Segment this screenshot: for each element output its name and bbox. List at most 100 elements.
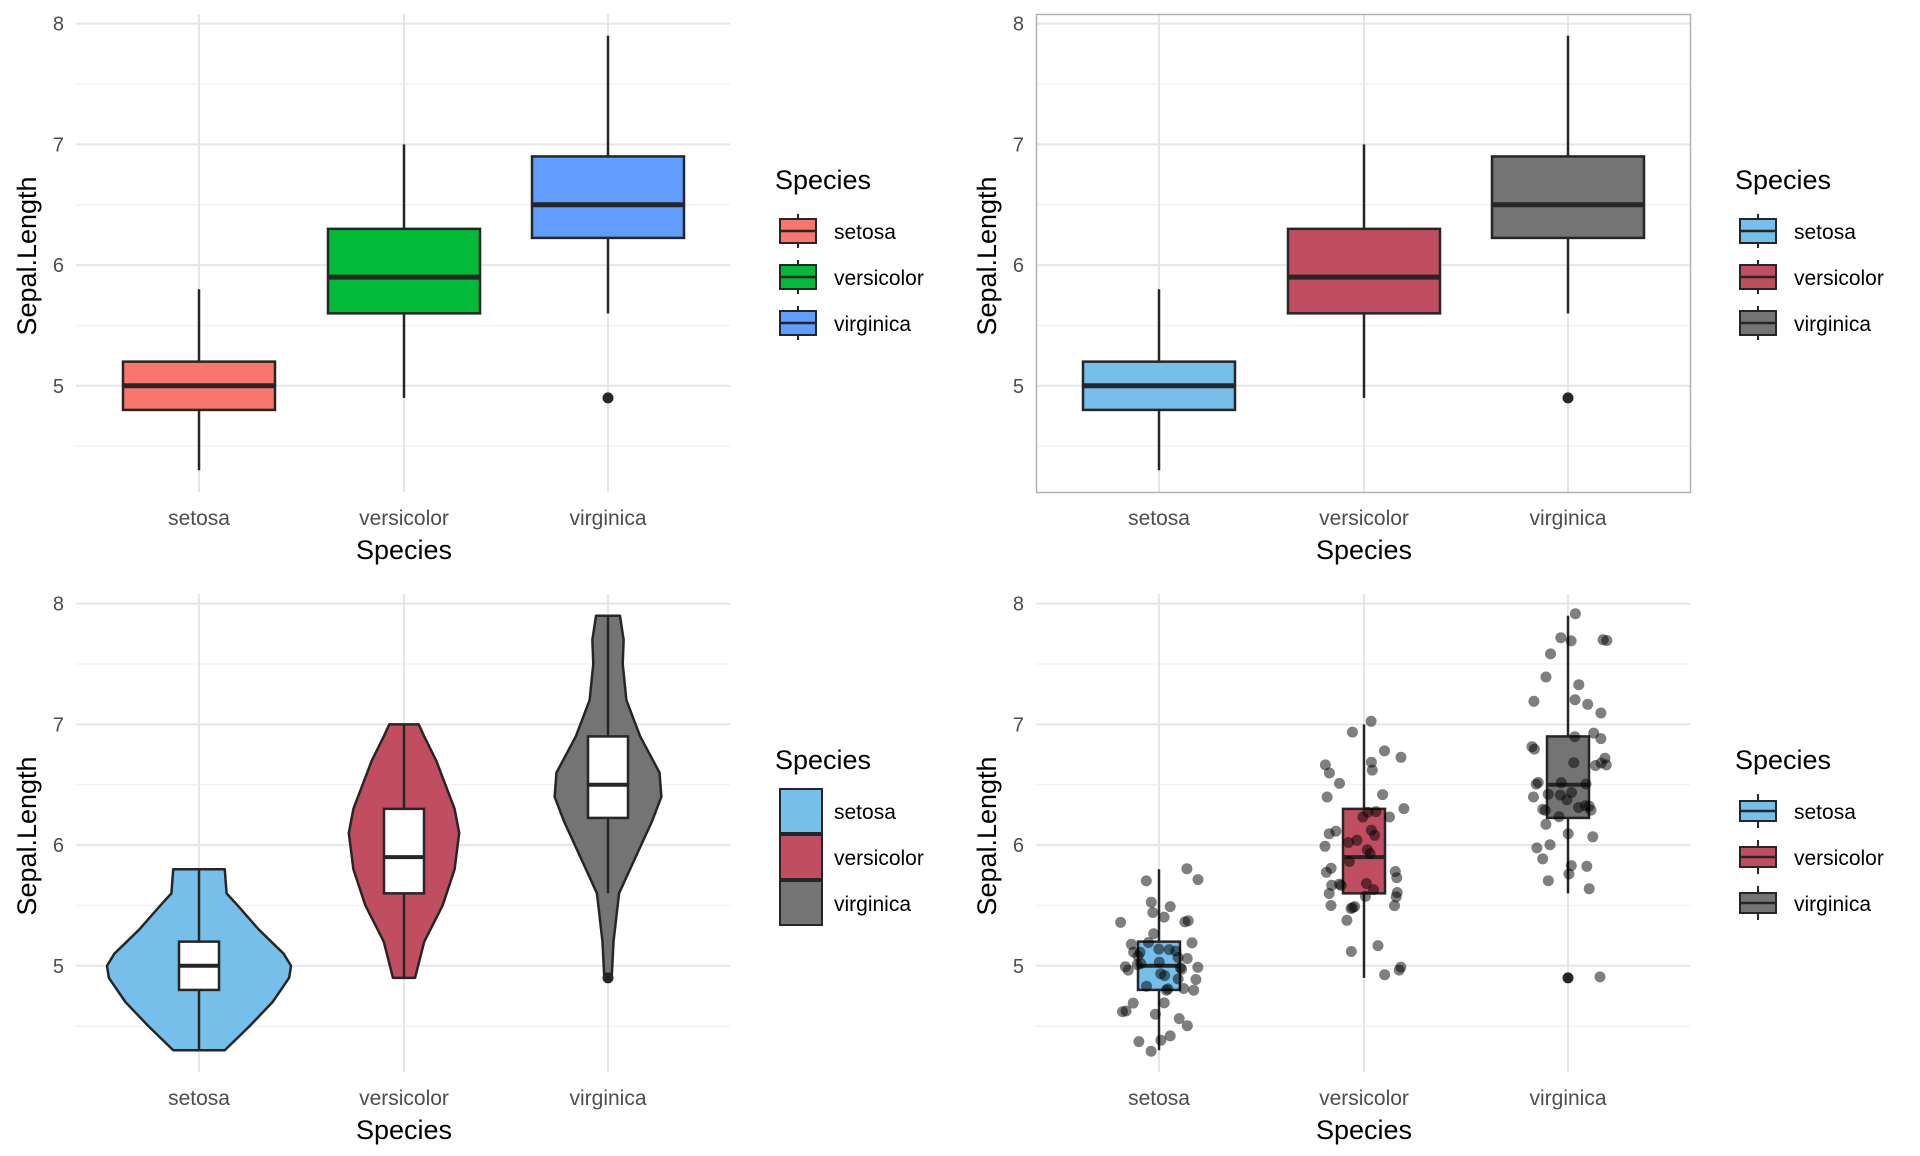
setosa-jitter-point	[1158, 911, 1170, 923]
versicolor-box	[382, 807, 426, 895]
versicolor-jitter-point	[1372, 940, 1384, 952]
versicolor-jitter-point	[1351, 834, 1363, 846]
legend-key-virginica	[1739, 886, 1777, 920]
y-axis-title: Sepal.Length	[12, 176, 42, 335]
virginica-jitter-point	[1583, 800, 1595, 812]
legend-key-versicolor	[779, 834, 823, 880]
setosa-jitter-point	[1145, 1045, 1157, 1057]
y-axis-title: Sepal.Length	[972, 176, 1002, 335]
virginica-jitter-point	[1583, 883, 1595, 895]
setosa-jitter-point	[1181, 953, 1193, 964]
series-virginica	[1526, 608, 1613, 984]
setosa-jitter-point	[1115, 916, 1127, 928]
setosa-jitter-point	[1192, 874, 1204, 886]
legend-label-setosa: setosa	[1794, 801, 1856, 824]
legend-label-setosa: setosa	[834, 221, 896, 244]
versicolor-jitter-point	[1341, 914, 1353, 926]
versicolor-jitter-point	[1379, 969, 1391, 981]
legend: setosa versicolor virginica	[779, 788, 924, 926]
virginica-jitter-point	[1600, 759, 1612, 771]
legend: setosa versicolor virginica	[1739, 214, 1884, 340]
versicolor-jitter-point	[1319, 840, 1331, 852]
legend-title: Species	[775, 745, 871, 775]
versicolor-jitter-point	[1325, 900, 1337, 911]
setosa-jitter-point	[1153, 956, 1165, 968]
setosa-jitter-point	[1192, 961, 1204, 973]
virginica-jitter-point	[1542, 788, 1554, 800]
plot-area: 5 6 7 8 setosa versicolor virginica	[53, 14, 730, 530]
y-tick-label: 6	[1013, 835, 1024, 857]
setosa-jitter-point	[1153, 943, 1165, 955]
virginica-outlier-point	[1562, 392, 1574, 404]
virginica-jitter-point	[1528, 695, 1540, 707]
virginica-jitter-point	[1540, 818, 1552, 830]
setosa-jitter-point	[1181, 1020, 1193, 1032]
series-virginica	[1490, 35, 1646, 404]
legend-label-setosa: setosa	[1794, 221, 1856, 244]
setosa-jitter-point	[1147, 907, 1159, 918]
versicolor-jitter-point	[1398, 803, 1410, 815]
series-setosa	[105, 867, 293, 1052]
y-tick-label: 5	[1013, 376, 1024, 398]
virginica-jitter-point	[1542, 875, 1554, 887]
virginica-jitter-point	[1573, 679, 1585, 691]
series-setosa	[121, 289, 277, 471]
y-tick-label: 7	[53, 134, 64, 156]
setosa-jitter-point	[1148, 928, 1160, 940]
versicolor-jitter-point	[1389, 866, 1401, 877]
series-setosa	[1081, 289, 1237, 471]
versicolor-jitter-point	[1357, 811, 1369, 823]
virginica-jitter-point	[1562, 828, 1574, 840]
legend-label-versicolor: versicolor	[834, 847, 924, 870]
plot-area: 5 6 7 8 setosa versicolor virginica	[1013, 594, 1690, 1110]
legend-key-versicolor	[1739, 260, 1777, 294]
x-tick-label: versicolor	[359, 507, 449, 530]
virginica-jitter-point	[1555, 632, 1567, 644]
virginica-box	[1490, 155, 1646, 240]
y-tick-label: 6	[53, 255, 64, 277]
virginica-jitter-point	[1595, 707, 1607, 719]
x-tick-label: virginica	[569, 507, 646, 530]
legend-key-virginica	[779, 880, 823, 926]
virginica-jitter-point	[1545, 648, 1556, 660]
virginica-jitter-point	[1532, 777, 1544, 788]
series-versicolor	[326, 144, 482, 398]
x-tick-label: virginica	[1529, 1087, 1606, 1110]
y-tick-label: 5	[1013, 956, 1024, 978]
setosa-jitter-point	[1142, 937, 1154, 948]
setosa-jitter-point	[1125, 938, 1137, 950]
legend-swatch	[779, 834, 823, 880]
virginica-jitter-point	[1537, 803, 1549, 815]
setosa-jitter-point	[1164, 1030, 1176, 1042]
setosa-jitter-point	[1155, 1034, 1167, 1046]
y-tick-label: 7	[1013, 714, 1024, 736]
versicolor-jitter-point	[1334, 777, 1345, 789]
plot-area: 5 6 7 8 setosa versicolor virginica	[1013, 14, 1692, 530]
setosa-jitter-point	[1127, 997, 1139, 1009]
virginica-jitter-point	[1554, 789, 1566, 801]
legend-label-virginica: virginica	[1794, 313, 1871, 336]
violin-svg: 5 6 7 8 setosa versicolor virginica Species Se…	[12, 594, 924, 1145]
y-axis-title: Sepal.Length	[12, 756, 42, 915]
legend-label-setosa: setosa	[834, 801, 896, 824]
setosa-jitter-point	[1163, 944, 1175, 956]
setosa-jitter-point	[1159, 970, 1171, 982]
versicolor-jitter-point	[1365, 756, 1377, 768]
setosa-jitter-point	[1119, 961, 1131, 973]
setosa-jitter-point	[1172, 952, 1184, 963]
virginica-jitter-point	[1555, 777, 1567, 789]
virginica-jitter-point	[1563, 868, 1575, 880]
setosa-jitter-point	[1134, 946, 1146, 958]
setosa-jitter-point	[1141, 980, 1152, 992]
virginica-jitter-point	[1581, 860, 1593, 872]
versicolor-jitter-point	[1395, 961, 1407, 973]
legend-label-versicolor: versicolor	[1794, 847, 1884, 870]
setosa-jitter-point	[1164, 901, 1176, 913]
versicolor-jitter-point	[1319, 759, 1331, 771]
chart-panel-boxplot-default: 5 6 7 8 setosa versicolor virginica Species Se…	[0, 0, 960, 576]
legend-label-virginica: virginica	[834, 313, 911, 336]
legend-label-versicolor: versicolor	[1794, 267, 1884, 290]
boxplot-custom-svg: 5 6 7 8 setosa versicolor virginica Species Se…	[972, 14, 1884, 565]
versicolor-jitter-point	[1377, 789, 1389, 801]
x-axis-title: Species	[1316, 535, 1412, 565]
